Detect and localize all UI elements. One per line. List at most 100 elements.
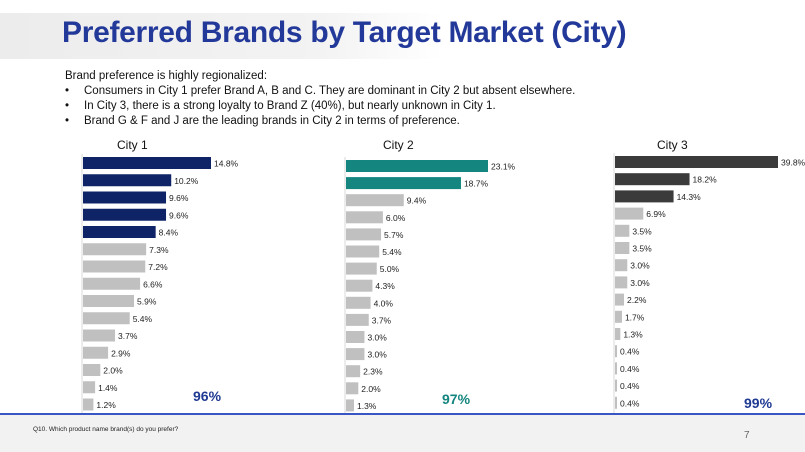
city2-bar-label: 23.1%: [491, 162, 516, 172]
city2-bar-label: 2.0%: [361, 384, 381, 394]
city2-title: City 2: [383, 138, 414, 152]
city1-bar: [83, 329, 115, 342]
city3-bar: [615, 379, 617, 392]
city1-bar: [83, 174, 172, 187]
city1-bar-label: 5.9%: [137, 297, 157, 307]
city1-bar-label: 2.9%: [111, 348, 131, 358]
city1-bar: [83, 260, 146, 273]
title-band: [0, 13, 805, 59]
city1-bar-label: 5.4%: [133, 314, 153, 324]
city3-bar-label: 0.4%: [620, 347, 640, 357]
city1-bar-label: 1.2%: [96, 400, 116, 410]
city1-bar-label: 2.0%: [103, 366, 123, 376]
city1-bar-label: 6.6%: [143, 279, 163, 289]
city3-bar-label: 0.4%: [620, 398, 640, 408]
city3-bar: [615, 345, 617, 358]
city1-bar: [83, 346, 109, 359]
city2-bar-label: 3.0%: [367, 333, 387, 343]
city3-bar: [615, 224, 630, 237]
city2-bar: [346, 245, 380, 258]
intro-lead: Brand preference is highly regionalized:: [65, 70, 268, 82]
city1-bar-label: 7.2%: [148, 262, 168, 272]
city3-bar: [615, 259, 628, 272]
intro-bullet: Consumers in City 1 prefer Brand A, B an…: [65, 84, 575, 99]
city2-bar-label: 18.7%: [464, 179, 489, 189]
city3-bar-label: 18.2%: [693, 175, 718, 185]
city2-bar-label: 2.3%: [363, 367, 383, 377]
city3-bar-label: 39.8%: [781, 158, 805, 168]
city1-bar-label: 7.3%: [149, 245, 169, 255]
city1-bar: [83, 191, 167, 204]
city3-bar-label: 0.4%: [620, 381, 640, 391]
city3-bar: [615, 362, 617, 375]
city2-bar: [346, 160, 488, 172]
city2-bar: [346, 348, 365, 361]
city3-bar-label: 14.3%: [677, 192, 702, 202]
intro-text: Brand preference is highly regionalized:…: [65, 69, 575, 129]
city3-bar: [615, 293, 625, 306]
city1-bar: [83, 381, 96, 394]
city2-bar: [346, 194, 404, 207]
page-number: 7: [744, 430, 750, 441]
city2-bar-label: 5.4%: [382, 247, 402, 257]
question-note: Q10. Which product name brand(s) do you …: [33, 426, 179, 433]
city3-bar: [615, 328, 621, 340]
city3-bar: [615, 276, 628, 289]
city3-bar: [615, 173, 690, 186]
city3-bar-label: 1.7%: [625, 312, 645, 322]
city1-bar: [83, 295, 135, 307]
city2-bar: [346, 262, 377, 275]
city2-bar: [346, 365, 361, 378]
city2-bar-label: 3.7%: [372, 315, 392, 325]
city3-bar-label: 6.9%: [646, 209, 666, 219]
city2-total: 97%: [442, 391, 471, 407]
city1-bar: [83, 364, 101, 376]
city1-total: 96%: [193, 388, 222, 404]
city2-bar-label: 5.7%: [384, 230, 404, 240]
city2-bar: [346, 382, 359, 395]
city1-bar: [83, 157, 211, 169]
city1-bar: [83, 398, 94, 411]
city2-bar: [346, 296, 371, 309]
city1-bar: [83, 208, 167, 221]
city1-bar-label: 9.6%: [169, 210, 189, 220]
city3-bar: [615, 310, 622, 323]
city2-bar-label: 3.0%: [367, 350, 387, 360]
city1-bar-label: 3.7%: [118, 331, 138, 341]
city2-bar: [346, 211, 383, 224]
city3-bar-label: 3.0%: [630, 261, 650, 271]
city3-bar-label: 1.3%: [623, 330, 643, 340]
city2-bar: [346, 228, 382, 241]
footer-rule: [0, 413, 805, 415]
city1-bar-label: 14.8%: [214, 159, 239, 169]
city1-bar-label: 8.4%: [159, 228, 179, 238]
intro-bullet: Brand G & F and J are the leading brands…: [65, 114, 575, 129]
city2-bar: [346, 279, 373, 292]
city3-bar: [615, 190, 674, 203]
city2-bar-label: 9.4%: [407, 196, 427, 206]
city2-bar-label: 4.3%: [375, 281, 395, 291]
city3-bar: [615, 156, 778, 168]
city3-bar: [615, 207, 644, 220]
city2-bar-label: 1.3%: [357, 401, 377, 411]
intro-bullet: In City 3, there is a strong loyalty to …: [65, 99, 575, 114]
city1-bar: [83, 312, 130, 325]
city3-bar: [615, 242, 630, 254]
city2-bar: [346, 399, 354, 412]
city1-title: City 1: [117, 138, 148, 152]
city1-bar-label: 10.2%: [174, 176, 199, 186]
city3-bar-label: 2.2%: [627, 295, 647, 305]
city1-bar: [83, 226, 156, 238]
city2-bar: [346, 331, 365, 343]
city2-bar-label: 5.0%: [380, 264, 400, 274]
footer: [0, 415, 805, 452]
city1-bar: [83, 277, 141, 290]
city2-bar-label: 4.0%: [374, 298, 394, 308]
city3-bar-label: 3.0%: [630, 278, 650, 288]
city2-bar: [346, 313, 369, 326]
page-title: Preferred Brands by Target Market (City): [62, 16, 627, 49]
city3-bar-label: 3.5%: [632, 226, 652, 236]
city3-bar-label: 3.5%: [632, 244, 652, 254]
city3-total: 99%: [744, 395, 773, 411]
